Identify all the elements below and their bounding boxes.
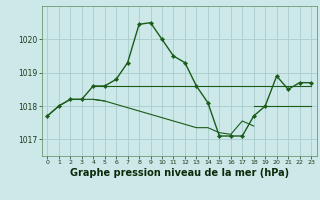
X-axis label: Graphe pression niveau de la mer (hPa): Graphe pression niveau de la mer (hPa) (70, 168, 289, 178)
